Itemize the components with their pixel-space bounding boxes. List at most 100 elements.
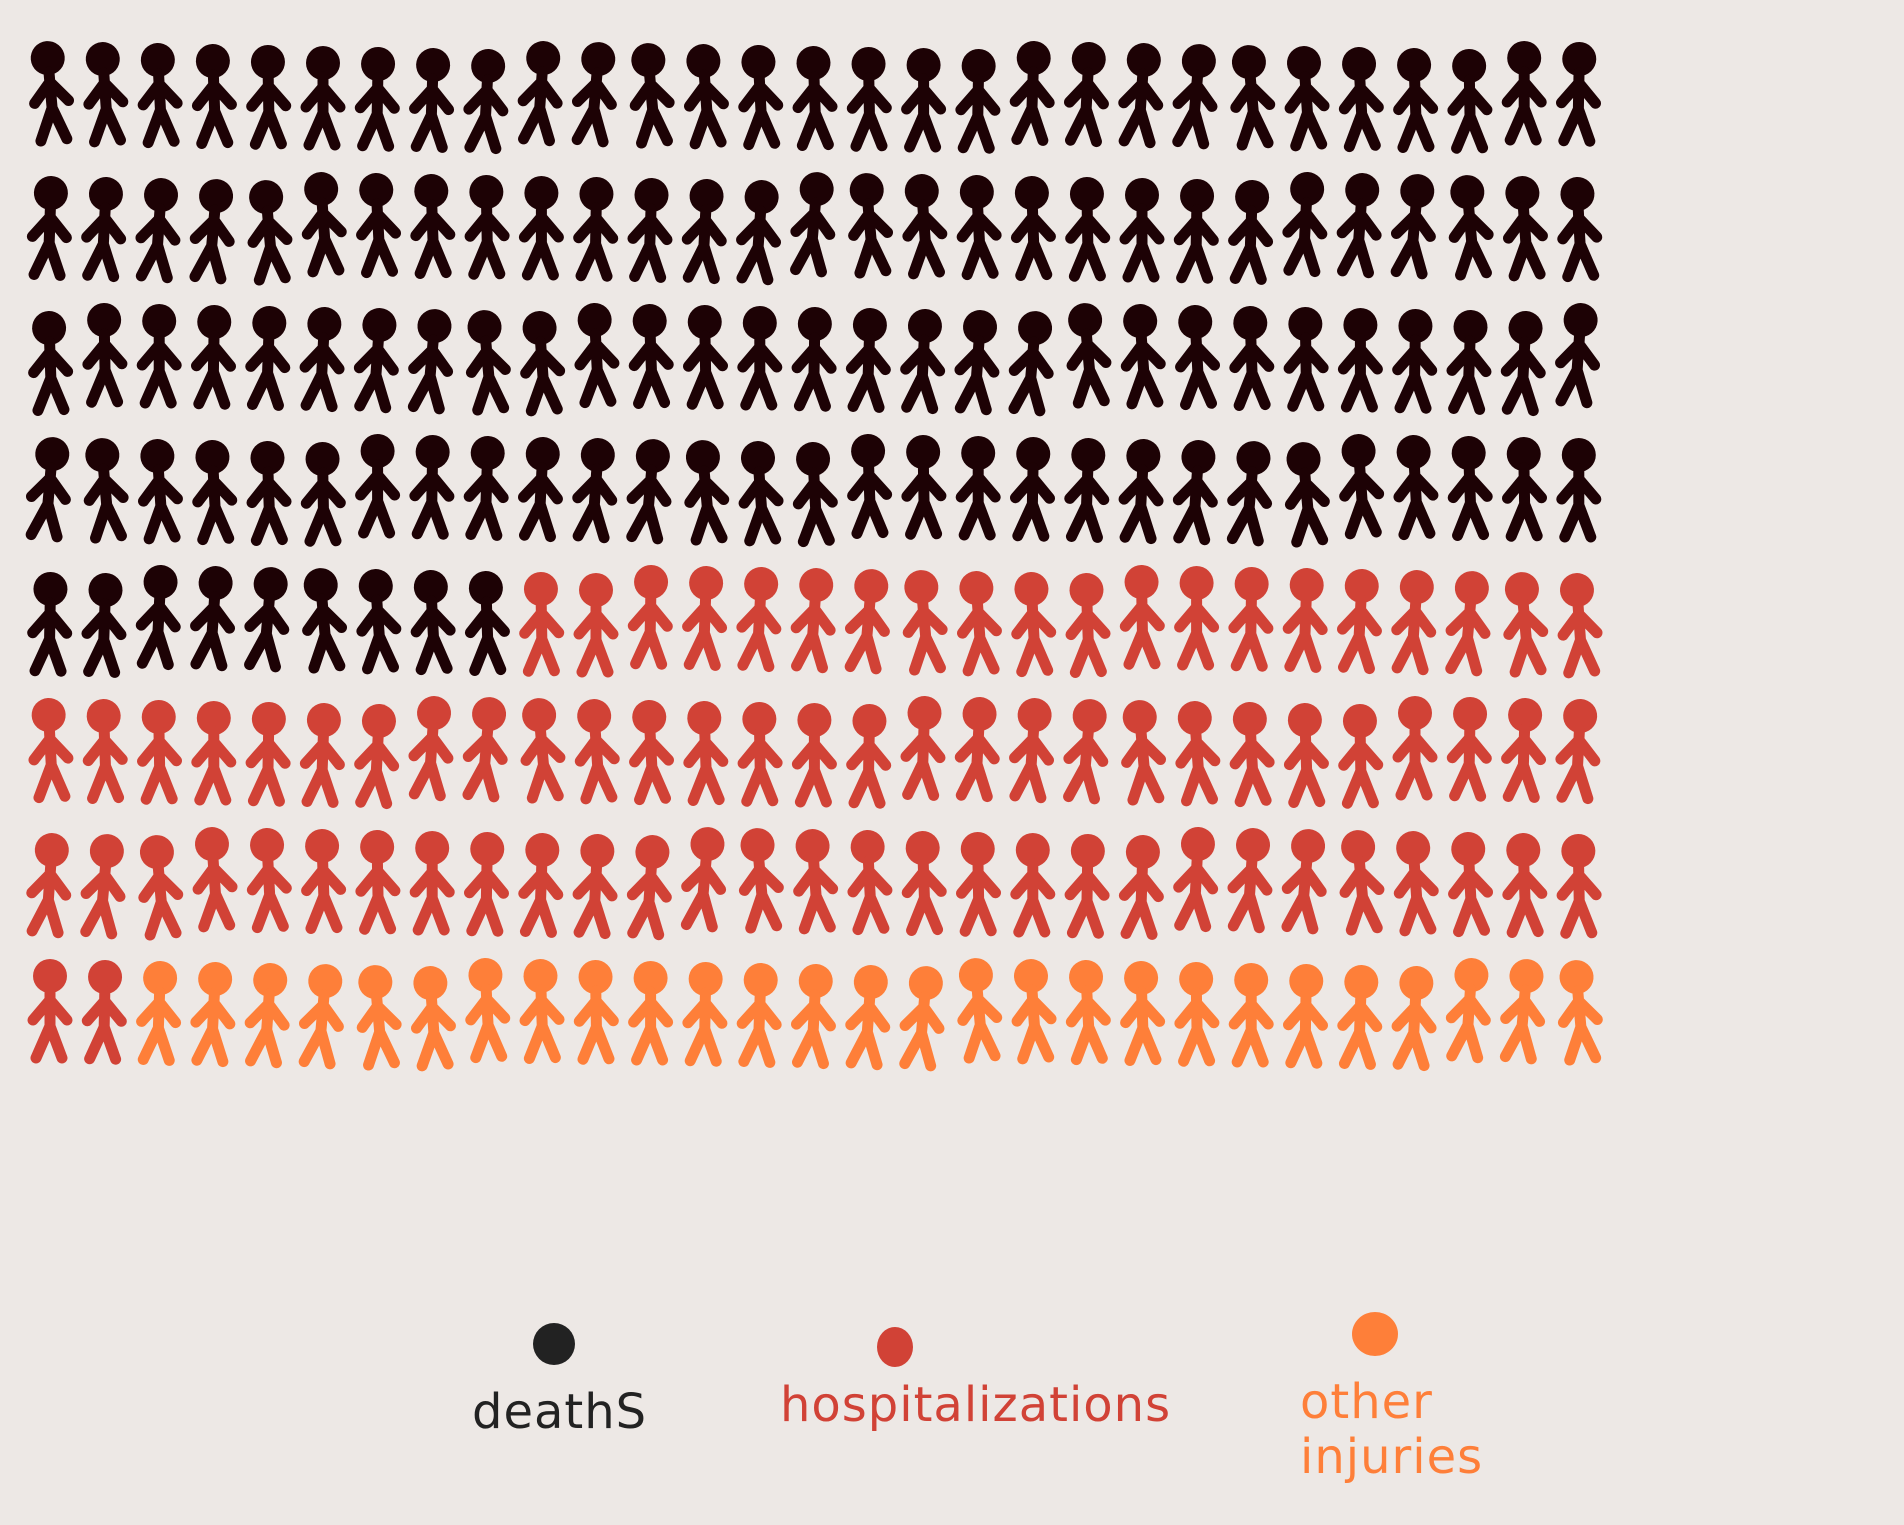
death-figure	[1393, 435, 1439, 541]
death-figure	[571, 42, 617, 148]
hospitalization-figure	[574, 699, 620, 805]
death-figure	[737, 306, 783, 411]
other-injury-figure	[519, 959, 565, 1064]
death-figure	[300, 46, 346, 151]
hospitalization-figure	[299, 703, 345, 808]
death-figure	[1065, 177, 1111, 282]
hospitalization-figure	[355, 830, 401, 935]
hospitalization-figure	[1339, 830, 1385, 936]
other-injury-figure	[190, 962, 236, 1068]
hospitalization-figure	[680, 827, 727, 933]
hospitalization-figure	[954, 697, 1000, 803]
death-figure	[1175, 305, 1221, 411]
other-injury-figure	[298, 964, 344, 1070]
hospitalization-figure	[1445, 571, 1491, 677]
hospitalization-figure	[463, 832, 509, 937]
death-figure	[189, 179, 235, 285]
death-figure	[1447, 436, 1493, 541]
hospitalization-figure	[1229, 702, 1275, 808]
death-figure	[955, 436, 1001, 541]
other-injury-figure	[356, 965, 402, 1071]
death-figure	[1172, 44, 1218, 150]
death-figure	[463, 436, 509, 541]
hospitalization-figure	[791, 703, 837, 808]
hospitalization-figure	[1283, 703, 1329, 808]
hospitalization-figure	[1556, 834, 1602, 939]
hospitalization-figure	[572, 834, 618, 940]
hospitalization-figure	[627, 565, 673, 670]
hospitalization-figure	[1121, 700, 1167, 806]
hospitalization-figure	[1173, 827, 1219, 933]
hospitalization-figure	[846, 704, 892, 809]
hospitalization-figure	[1282, 568, 1328, 673]
death-figure	[517, 41, 563, 147]
other-injury-figure	[736, 963, 782, 1068]
hospitalization-figure	[26, 833, 72, 939]
death-figure	[1229, 306, 1275, 411]
hospitalization-figure	[1065, 573, 1111, 678]
death-figure	[464, 571, 510, 676]
legend-dot-hospitalizations	[877, 1327, 913, 1367]
death-figure	[1173, 179, 1219, 284]
death-figure	[1336, 173, 1382, 279]
hospitalization-figure	[626, 835, 672, 941]
other-injury-figure	[1011, 959, 1057, 1065]
death-figure	[1120, 304, 1166, 410]
death-figure	[465, 310, 511, 416]
death-figure	[190, 305, 236, 410]
death-figure	[518, 176, 564, 281]
death-figure	[29, 41, 75, 147]
hospitalization-figure	[629, 700, 675, 806]
other-injury-figure	[1174, 962, 1220, 1067]
hospitalization-figure	[1175, 701, 1221, 807]
hospitalization-figure	[520, 698, 566, 804]
hospitalization-figure	[1063, 699, 1109, 805]
death-figure	[409, 48, 455, 153]
hospitalization-figure	[82, 699, 128, 804]
death-figure	[356, 569, 402, 675]
death-figure	[137, 43, 183, 149]
other-injury-figure	[1065, 960, 1111, 1066]
other-injury-figure	[1445, 958, 1491, 1064]
hospitalization-figure	[1174, 566, 1220, 671]
death-figure	[956, 175, 1002, 281]
hospitalization-figure	[1501, 698, 1547, 803]
death-figure	[520, 311, 566, 417]
hospitalization-figure	[1281, 829, 1327, 935]
hospitalization-figure	[246, 828, 292, 934]
other-injury-figure	[1391, 966, 1437, 1072]
death-figure	[136, 304, 182, 409]
death-figure	[847, 434, 893, 539]
death-figure	[410, 174, 456, 279]
hospitalization-figure	[1392, 696, 1438, 801]
hospitalization-figure	[1336, 569, 1382, 675]
death-figure	[1446, 310, 1492, 415]
other-injury-figure	[136, 961, 182, 1066]
death-figure	[626, 439, 672, 545]
legend-label-deaths: deathS	[472, 1384, 648, 1440]
death-figure	[135, 565, 181, 671]
death-figure	[26, 176, 72, 281]
hospitalization-figure	[844, 569, 890, 675]
death-figure	[684, 440, 730, 546]
death-figure	[792, 46, 838, 151]
death-figure	[246, 441, 292, 546]
death-figure	[791, 307, 837, 412]
death-figure	[574, 303, 620, 409]
death-figure	[1063, 42, 1109, 148]
hospitalization-figure	[1118, 835, 1164, 940]
death-figure	[81, 177, 127, 283]
other-injury-figure	[1282, 964, 1328, 1069]
other-injury-figure	[1120, 961, 1166, 1066]
death-figure	[1284, 442, 1330, 548]
death-figure	[954, 310, 1000, 416]
death-figure	[1393, 48, 1439, 153]
death-figure	[846, 47, 892, 152]
death-figure	[191, 44, 237, 149]
death-figure	[1555, 303, 1601, 409]
hospitalization-figure	[519, 572, 565, 677]
death-figure	[300, 442, 346, 547]
legend-label-other-injuries: other injuries	[1300, 1374, 1484, 1486]
hospitalization-figure	[1557, 573, 1603, 679]
other-injury-figure	[1337, 965, 1383, 1070]
